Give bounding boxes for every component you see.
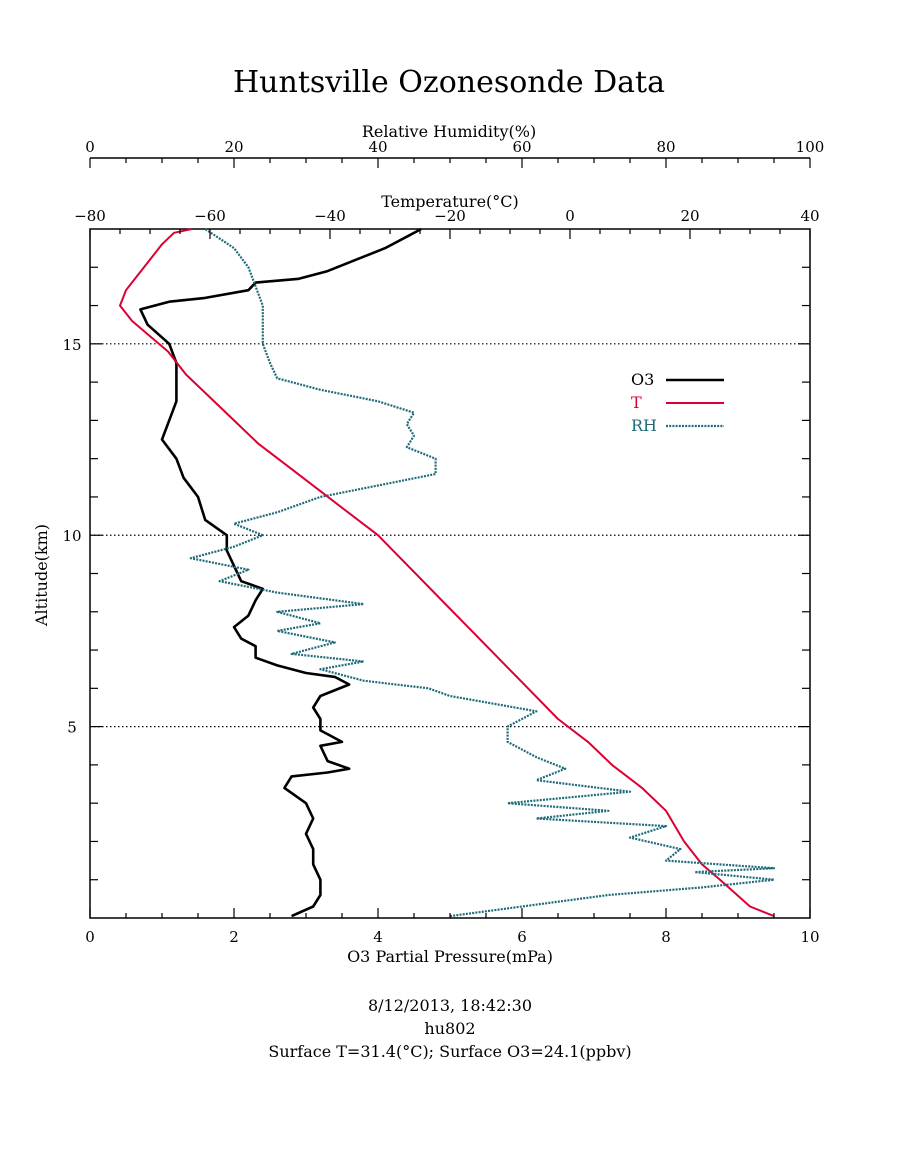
y-tick-label: 15 xyxy=(62,336,81,354)
temp-tick-label: −60 xyxy=(194,207,226,225)
series-line-t xyxy=(119,228,775,918)
temp-tick-label: 0 xyxy=(565,207,575,225)
rh-tick-label: 40 xyxy=(368,138,387,156)
legend-label-t: T xyxy=(631,393,642,412)
x-tick-label: 8 xyxy=(661,928,671,946)
temp-tick-label: −80 xyxy=(74,207,106,225)
rh-axis-label: Relative Humidity(%) xyxy=(362,122,536,141)
legend-label-rh: RH xyxy=(631,416,657,435)
y-tick-label: 10 xyxy=(62,527,81,545)
legend: O3 T RH xyxy=(631,370,724,435)
rh-tick-label: 0 xyxy=(85,138,95,156)
rh-tick-label: 80 xyxy=(656,138,675,156)
x-tick-label: 6 xyxy=(517,928,527,946)
gridlines xyxy=(90,343,810,728)
series-line-rh xyxy=(189,228,776,918)
footer-datetime: 8/12/2013, 18:42:30 xyxy=(368,996,532,1015)
x-tick-label: 4 xyxy=(373,928,383,946)
legend-label-o3: O3 xyxy=(631,370,654,389)
temp-tick-label: 20 xyxy=(680,207,699,225)
rh-tick-label: 100 xyxy=(796,138,825,156)
y-axis-label: Altitude(km) xyxy=(32,524,51,627)
axes-group: 0 2 4 6 8 10 5 10 15 −80 −60 −40 −20 0 20 40 0 20 40 60 80 10… xyxy=(62,138,824,946)
chart-title: Huntsville Ozonesonde Data xyxy=(233,65,665,100)
temp-tick-label: 40 xyxy=(800,207,819,225)
rh-tick-label: 20 xyxy=(224,138,243,156)
temp-tick-label: −20 xyxy=(434,207,466,225)
series-group xyxy=(119,227,776,918)
plot-border xyxy=(89,228,811,919)
temp-axis-label: Temperature(°C) xyxy=(381,192,519,211)
rh-tick-label: 60 xyxy=(512,138,531,156)
temp-tick-label: −40 xyxy=(314,207,346,225)
plot-frame xyxy=(89,228,811,919)
x-tick-label: 0 xyxy=(85,928,95,946)
x-tick-label: 10 xyxy=(800,928,819,946)
x-axis-label: O3 Partial Pressure(mPa) xyxy=(347,947,553,966)
footer-station: hu802 xyxy=(424,1019,475,1038)
footer-surface-line: Surface T=31.4(°C); Surface O3=24.1(ppbv… xyxy=(268,1042,631,1061)
series-line-o3 xyxy=(139,227,422,918)
x-tick-label: 2 xyxy=(229,928,239,946)
y-tick-label: 5 xyxy=(67,719,77,737)
